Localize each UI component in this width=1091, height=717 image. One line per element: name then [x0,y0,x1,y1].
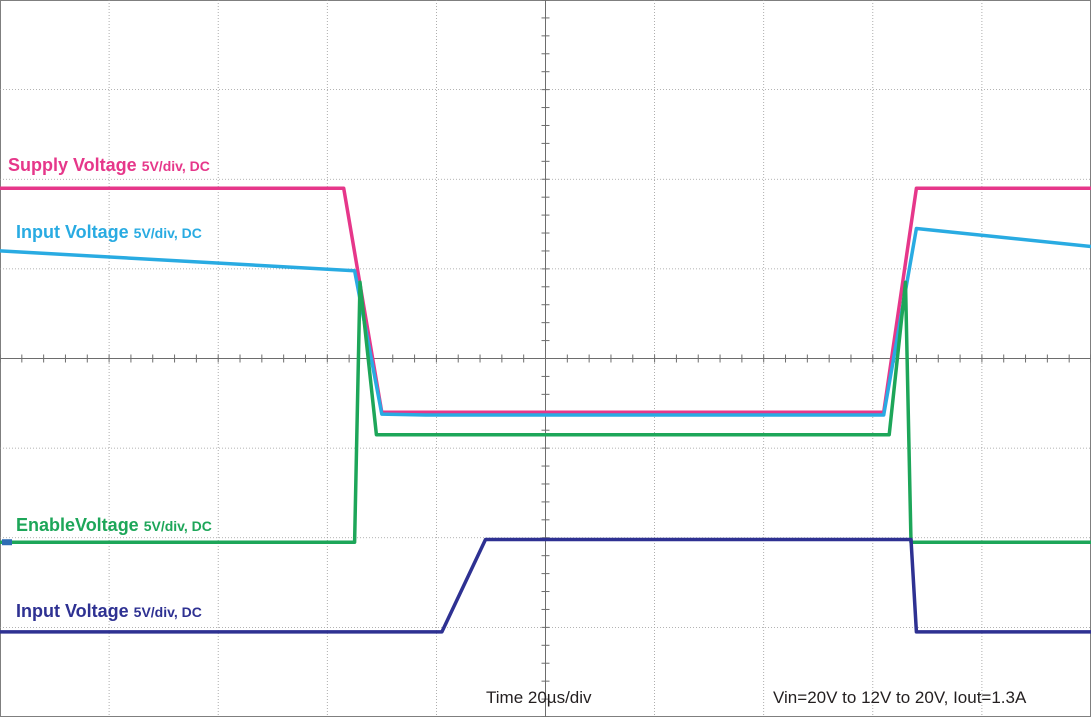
channel-ground-marker [2,539,12,546]
traces [0,186,1091,634]
test-conditions-label: Vin=20V to 12V to 20V, Iout=1.3A [773,688,1027,707]
trace-input_bottom [0,537,1091,634]
time-scale-label: Time 20µs/div [486,688,592,707]
input-voltage-bottom-label: Input Voltage 5V/div, DC [16,601,202,621]
trace-labels: Supply Voltage 5V/div, DC Input Voltage 5V… [8,155,212,621]
trace-supply [0,186,1091,415]
supply-voltage-label: Supply Voltage 5V/div, DC [8,155,210,175]
enable-voltage-label: EnableVoltage 5V/div, DC [16,515,212,535]
input-voltage-top-label: Input Voltage 5V/div, DC [16,222,202,242]
trace-input_top [0,226,1091,417]
trace-enable [0,280,1091,544]
